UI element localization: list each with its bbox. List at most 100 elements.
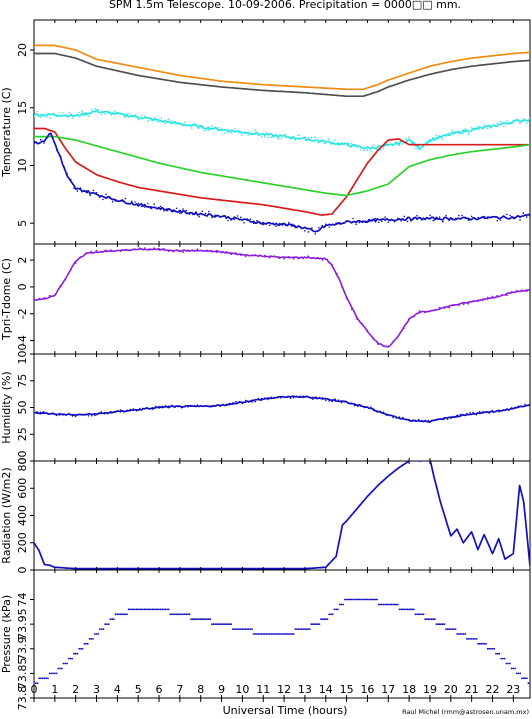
series-line: [34, 52, 530, 98]
data-point: [230, 253, 233, 256]
data-point: [195, 212, 197, 215]
data-point: [58, 414, 61, 416]
data-point: [347, 142, 350, 145]
y-tick-label: 5: [16, 220, 29, 227]
data-point: [488, 647, 491, 650]
data-point: [515, 289, 518, 292]
data-point: [52, 112, 54, 115]
data-point: [252, 222, 255, 225]
data-point: [418, 310, 421, 312]
data-point: [398, 416, 401, 418]
data-point: [510, 407, 513, 409]
data-point: [180, 406, 183, 409]
data-point: [506, 120, 508, 122]
data-point: [64, 662, 67, 665]
data-point: [390, 603, 393, 606]
data-point: [119, 250, 122, 253]
data-point: [262, 633, 265, 635]
data-point: [361, 220, 364, 222]
data-point: [123, 411, 125, 413]
data-point: [36, 411, 38, 413]
data-point: [100, 628, 103, 630]
data-point: [507, 662, 509, 665]
data-point: [272, 633, 274, 635]
data-point: [183, 405, 186, 408]
data-point: [341, 286, 343, 288]
data-point: [401, 416, 404, 419]
data-point: [150, 608, 152, 611]
data-point: [180, 124, 183, 126]
data-point: [321, 618, 324, 621]
data-point: [206, 618, 209, 621]
data-point: [129, 608, 132, 611]
data-point: [328, 400, 330, 402]
data-point: [86, 189, 88, 192]
y-tick-label: 800: [16, 451, 29, 472]
data-point: [184, 121, 186, 124]
data-point: [337, 608, 339, 611]
data-point: [491, 295, 494, 298]
data-point: [167, 608, 170, 611]
data-point: [397, 217, 399, 220]
data-point: [220, 216, 223, 218]
data-point: [95, 249, 98, 252]
data-point: [212, 623, 215, 626]
data-point: [47, 677, 49, 680]
data-point: [305, 628, 308, 630]
data-point: [397, 603, 399, 606]
data-point: [193, 405, 196, 407]
data-point: [145, 407, 147, 409]
data-point: [435, 134, 438, 137]
data-point: [214, 127, 216, 129]
data-point: [345, 598, 348, 601]
data-point: [454, 628, 457, 630]
data-point: [98, 196, 101, 198]
data-point: [348, 598, 351, 601]
data-point: [174, 613, 177, 616]
data-point: [417, 418, 420, 421]
x-tick-label: 5: [135, 683, 142, 696]
data-point: [74, 652, 77, 655]
data-point: [426, 217, 428, 219]
data-point: [324, 618, 327, 621]
x-tick-label: 21: [465, 683, 479, 696]
data-point: [199, 618, 202, 621]
data-point: [312, 623, 314, 626]
data-point: [310, 623, 313, 626]
data-point: [207, 129, 209, 131]
data-point: [286, 395, 289, 398]
data-point: [325, 399, 327, 402]
data-point: [515, 215, 518, 218]
data-point: [273, 633, 276, 635]
y-tick-label: 73.95: [16, 608, 29, 640]
data-point: [127, 113, 129, 115]
y-tick-label: 0: [16, 567, 29, 574]
data-point: [281, 633, 284, 635]
data-point: [228, 403, 231, 406]
data-point: [38, 297, 41, 300]
data-point: [482, 298, 484, 300]
series-group: [34, 247, 530, 348]
data-point: [423, 311, 426, 314]
data-point: [204, 129, 206, 132]
data-point: [154, 608, 157, 611]
data-point: [49, 133, 52, 136]
data-point: [100, 250, 103, 253]
data-point: [461, 214, 463, 217]
data-point: [345, 220, 348, 222]
data-point: [67, 657, 70, 660]
x-tick-label: 15: [340, 683, 354, 696]
data-point: [520, 405, 523, 408]
data-point: [478, 642, 481, 645]
data-point: [65, 114, 67, 116]
data-point: [522, 677, 525, 680]
data-point: [333, 608, 336, 611]
data-point: [522, 118, 525, 120]
data-point: [243, 628, 245, 630]
data-point: [153, 203, 155, 205]
data-point: [247, 628, 250, 630]
data-point: [206, 405, 208, 407]
data-point: [438, 216, 441, 218]
data-point: [276, 396, 279, 398]
data-point: [223, 623, 226, 626]
